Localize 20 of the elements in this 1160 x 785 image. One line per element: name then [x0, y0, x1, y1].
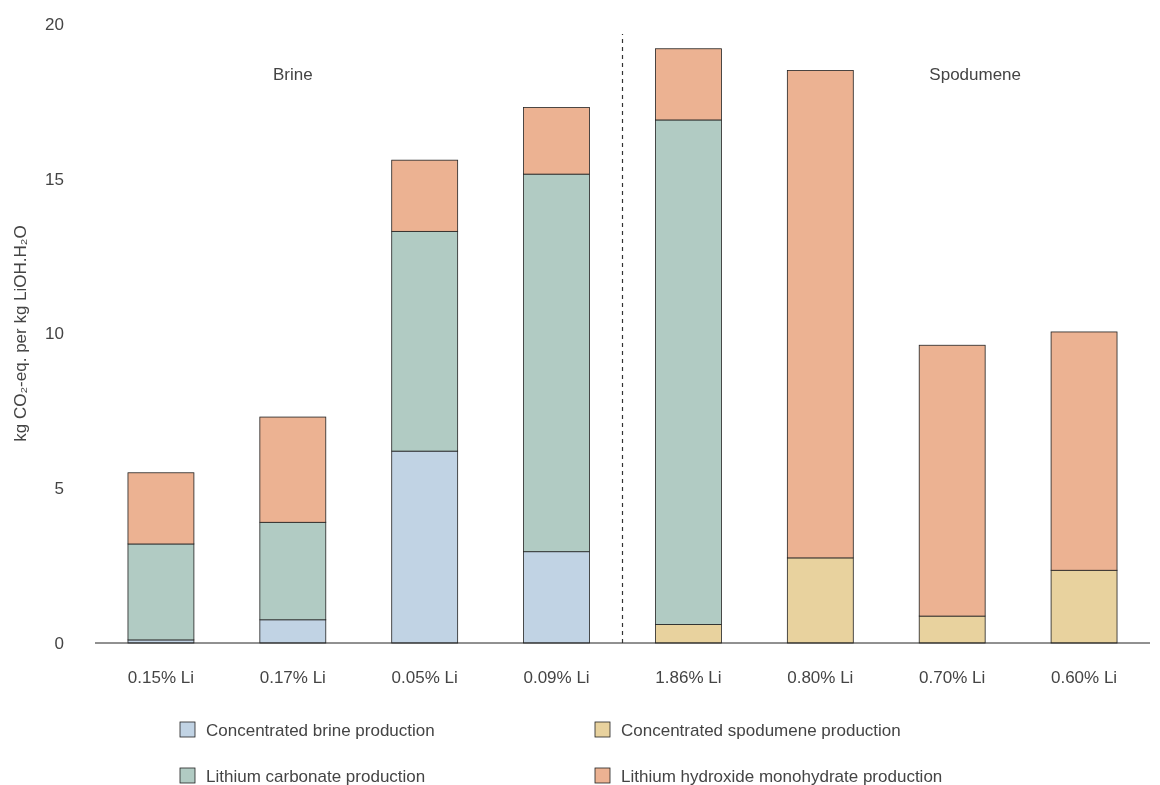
y-tick-label: 20 — [45, 14, 64, 34]
y-tick-label: 15 — [45, 169, 64, 189]
y-tick-label: 10 — [45, 324, 64, 344]
y-tick-label: 5 — [54, 479, 64, 499]
x-tick-label: 0.17% Li — [259, 668, 326, 687]
x-tick-label: 1.86% Li — [655, 668, 722, 687]
legend-label: Concentrated brine production — [206, 720, 435, 740]
x-tick-label: 0.70% Li — [919, 668, 986, 687]
y-tick-label: 0 — [54, 633, 64, 653]
x-tick-label: 0.09% Li — [523, 668, 590, 687]
legend-label: Lithium carbonate production — [206, 766, 426, 785]
x-tick-label: 0.80% Li — [787, 668, 854, 687]
legend-label: Concentrated spodumene production — [621, 720, 901, 740]
x-tick-label: 0.15% Li — [127, 668, 195, 687]
y-axis-title: kg CO₂-eq. per kg LiOH.H₂O — [11, 225, 30, 442]
annotation: Spodumene — [929, 65, 1022, 84]
legend-label: Lithium hydroxide monohydrate production — [621, 766, 943, 785]
x-tick-label: 0.60% Li — [1050, 668, 1118, 687]
x-tick-label: 0.05% Li — [391, 668, 458, 687]
annotation: Brine — [272, 65, 313, 84]
